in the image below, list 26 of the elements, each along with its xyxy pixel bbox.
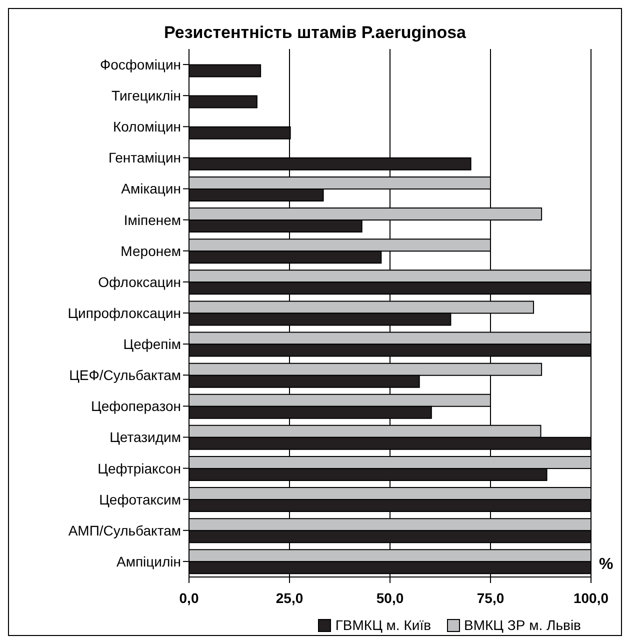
y-tick-label: ЦЕФ/Сульбактам: [69, 367, 181, 384]
x-tick-label: 75,0: [476, 590, 504, 606]
y-tick-label: Офлоксацин: [98, 274, 181, 290]
y-tick-label: Амікацин: [121, 180, 181, 197]
y-tick-label: Цефотаксим: [99, 491, 181, 508]
y-tick-label: Гентаміцин: [108, 150, 181, 166]
y-tick-label: АМП/Сульбактам: [68, 522, 181, 538]
y-tick-label: Ципрофлоксацин: [68, 304, 181, 321]
y-tick-label: Цефтріаксон: [98, 460, 181, 476]
x-axis-title: %: [599, 556, 614, 573]
y-tick-label: Цефоперазон: [90, 398, 181, 414]
y-tick-label: Ампіцилін: [116, 553, 181, 570]
y-tick-label: Фосфоміцин: [100, 56, 181, 72]
x-tick-label: 0,0: [179, 590, 199, 606]
legend-label: ГВМКЦ м. Київ: [335, 617, 432, 633]
chart-title: Резистентність штамів P.aeruginosa: [162, 23, 468, 43]
y-tick-label: Цефепім: [123, 336, 181, 352]
y-tick-label: Коломіцин: [112, 118, 181, 135]
y-tick-label: Цетазидим: [110, 429, 181, 446]
legend-label: ВМКЦ ЗР м. Львів: [464, 617, 581, 633]
y-tick-label: Меронем: [120, 242, 181, 259]
y-tick-label: Іміпенем: [124, 212, 181, 228]
x-tick-label: 50,0: [376, 590, 404, 606]
x-tick-label: 25,0: [276, 590, 304, 606]
x-tick-label: 100,0: [573, 590, 609, 606]
y-tick-label: Тигециклін: [112, 88, 181, 104]
